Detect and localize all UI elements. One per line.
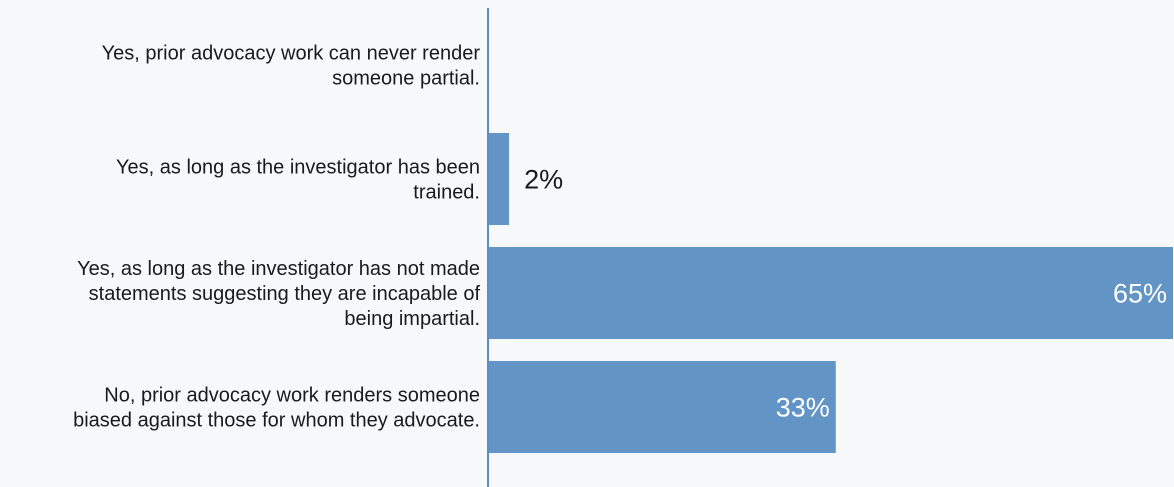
value-label: 2% [524, 164, 563, 194]
value-label: 33% [776, 392, 830, 422]
category-label: Yes, as long as the investigator has not… [77, 258, 480, 330]
category-label: No, prior advocacy work renders someone b… [73, 385, 480, 432]
category-label: Yes, prior advocacy work can never rende… [102, 43, 481, 90]
bar [488, 247, 1173, 339]
bar [488, 133, 510, 225]
bar [488, 361, 836, 453]
value-label: 65% [1113, 278, 1167, 308]
category-label: Yes, as long as the investigator has bee… [116, 157, 480, 204]
